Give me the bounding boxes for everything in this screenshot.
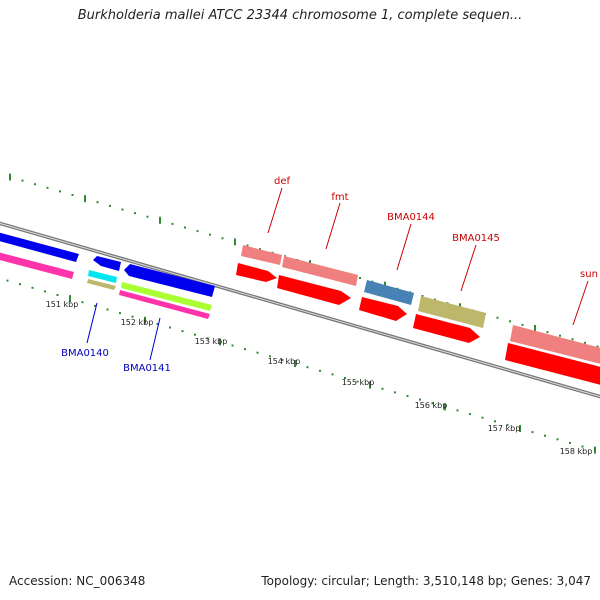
gene-bar[interactable] (505, 343, 600, 386)
ruler-label: 156 kbp (415, 401, 448, 410)
backbone-inner-line (0, 222, 600, 398)
ruler-label: 152 kbp (121, 318, 154, 327)
gene-bar[interactable] (88, 270, 117, 283)
label-leader (572, 280, 589, 326)
genome-summary-text: Topology: circular; Length: 3,510,148 bp… (261, 574, 591, 588)
gene-label-bma0145: BMA0145 (452, 233, 500, 244)
label-leader (267, 187, 283, 234)
gene-label-def: def (274, 176, 291, 187)
ruler-label: 154 kbp (268, 357, 301, 366)
accession-text: Accession: NC_006348 (9, 574, 146, 588)
gene-bar-bma0144[interactable] (364, 280, 414, 305)
gene-bar-def[interactable] (241, 245, 282, 265)
gene-bar[interactable] (277, 275, 351, 305)
gene-label-sun: sun (580, 269, 598, 280)
gene-bar[interactable] (0, 230, 79, 262)
gene-label-bma0140: BMA0140 (61, 348, 109, 359)
map-title: Burkholderia mallei ATCC 23344 chromosom… (77, 8, 523, 23)
ruler-label: 153 kbp (195, 337, 228, 346)
inner-tick-ring (6, 279, 596, 454)
ruler-label: 151 kbp (46, 300, 79, 309)
ruler-label: 158 kbp (560, 447, 593, 456)
label-leader (460, 244, 477, 292)
gene-bar-bma0141[interactable] (124, 264, 215, 297)
gene-bar-bma0145[interactable] (418, 296, 486, 328)
gene-bar[interactable] (0, 250, 74, 279)
gene-bar[interactable] (236, 263, 277, 282)
label-leader (396, 223, 412, 271)
ruler-label: 157 kbp (488, 424, 521, 433)
gene-bar[interactable] (413, 314, 480, 343)
gene-bar[interactable] (119, 290, 210, 319)
gene-label-fmt: fmt (331, 192, 348, 203)
label-leader (325, 202, 341, 250)
label-leader (149, 317, 161, 361)
label-leader (86, 302, 98, 344)
gene-label-bma0141: BMA0141 (123, 363, 171, 374)
gene-bar-sun[interactable] (510, 325, 600, 365)
gene-bar-bma0140[interactable] (93, 256, 121, 271)
gene-bar[interactable] (359, 297, 407, 321)
gene-bar-fmt[interactable] (282, 256, 358, 286)
gene-bar[interactable] (87, 279, 116, 290)
ruler-label: 155 kbp (342, 378, 375, 387)
gene-bar[interactable] (121, 282, 212, 311)
gene-label-bma0144: BMA0144 (387, 212, 435, 223)
